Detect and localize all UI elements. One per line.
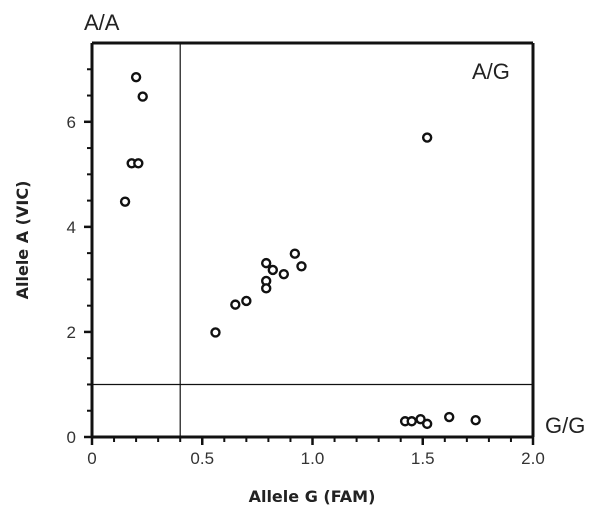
scatter-point	[470, 414, 481, 426]
scatter-point	[133, 158, 144, 169]
region-label-aa: A/A	[84, 10, 120, 35]
scatter-point	[260, 257, 272, 269]
region-label-gg: G/G	[545, 413, 585, 438]
x-tick-label: 1.5	[411, 449, 435, 468]
region-label-ag: A/G	[472, 59, 510, 84]
scatter-point	[278, 268, 290, 280]
x-tick-label: 1.0	[301, 449, 325, 468]
y-tick-label: 0	[67, 428, 76, 447]
scatter-point	[210, 327, 221, 338]
scatter-point	[421, 418, 433, 430]
scatter-point	[137, 91, 148, 102]
scatter-point	[260, 283, 272, 294]
scatter-point	[406, 416, 417, 427]
scatter-point	[230, 299, 241, 310]
y-tick-label: 4	[67, 218, 76, 237]
scatter-point	[421, 132, 433, 143]
data-points	[119, 71, 481, 430]
scatter-point	[444, 411, 455, 423]
scatter-point	[130, 71, 142, 83]
x-tick-label: 0.5	[190, 449, 214, 468]
x-tick-label: 0	[87, 449, 96, 468]
scatter-point	[267, 264, 279, 276]
y-tick-label: 2	[67, 323, 76, 342]
scatter-point	[241, 295, 252, 307]
y-tick-label: 6	[67, 113, 76, 132]
x-tick-label: 2.0	[521, 449, 545, 468]
x-axis-title: Allele G (FAM)	[249, 487, 376, 506]
threshold-lines	[92, 43, 533, 437]
scatter-point	[296, 261, 307, 272]
y-axis-title: Allele A (VIC)	[13, 181, 32, 300]
scatter-point	[289, 248, 301, 259]
axis-ticks: 0 0.5 1.0 1.5 2.0 0 2 4 6	[67, 68, 545, 468]
plot-frame	[90, 41, 535, 439]
scatter-point	[119, 196, 131, 207]
scatter-point	[415, 413, 426, 425]
